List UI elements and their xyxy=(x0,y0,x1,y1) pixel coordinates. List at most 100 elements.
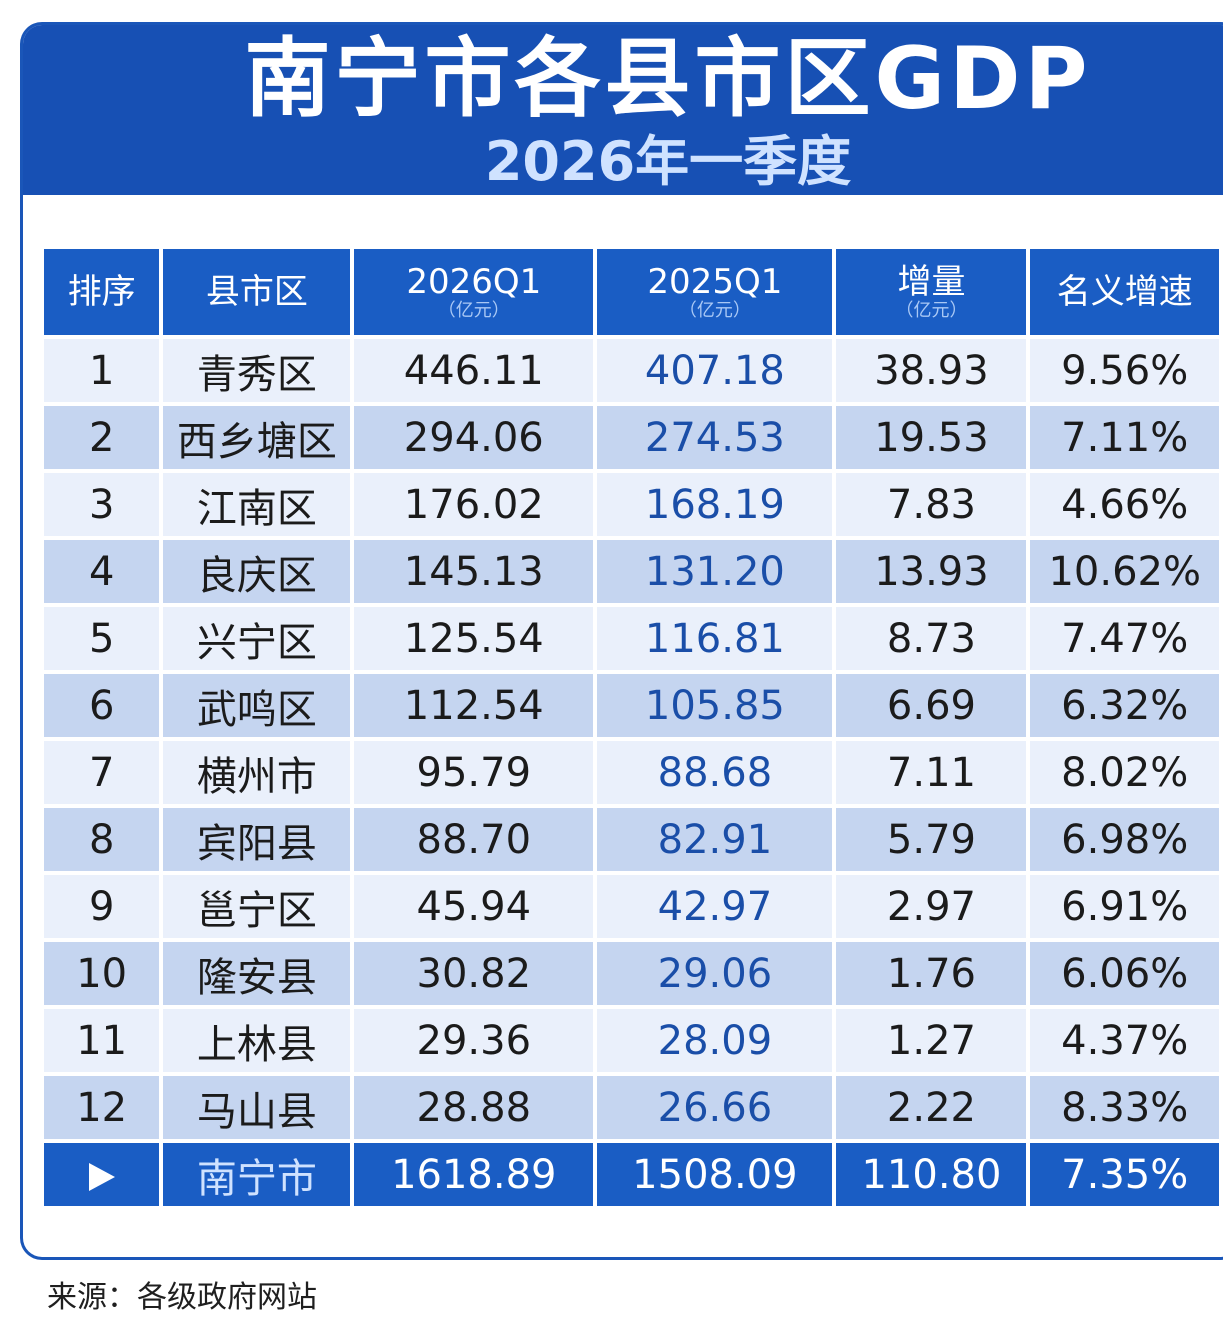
increase-cell: 1.27 xyxy=(836,1009,1027,1072)
q2026-cell: 294.06 xyxy=(354,406,594,469)
table-body: 1 青秀区 446.11 407.18 38.93 9.56% 2 西乡塘区 294.06 274… xyxy=(44,339,1219,1206)
header-2026q1: 2026Q1 （亿元） xyxy=(354,249,594,335)
district-cell: 横州市 xyxy=(163,741,351,804)
increase-cell: 38.93 xyxy=(836,339,1027,402)
district-cell: 西乡塘区 xyxy=(163,406,351,469)
district-cell: 宾阳县 xyxy=(163,808,351,871)
growth-cell: 4.37% xyxy=(1030,1009,1219,1072)
table-row: 6 武鸣区 112.54 105.85 6.69 6.32% xyxy=(44,674,1219,737)
rank-cell: 8 xyxy=(44,808,160,871)
total-q2025-cell: 1508.09 xyxy=(597,1143,833,1206)
district-cell: 上林县 xyxy=(163,1009,351,1072)
growth-cell: 6.98% xyxy=(1030,808,1219,871)
growth-cell: 6.06% xyxy=(1030,942,1219,1005)
rank-cell: 5 xyxy=(44,607,160,670)
q2026-cell: 145.13 xyxy=(354,540,594,603)
increase-cell: 19.53 xyxy=(836,406,1027,469)
growth-cell: 6.32% xyxy=(1030,674,1219,737)
total-rank-cell xyxy=(44,1143,160,1206)
header-district: 县市区 xyxy=(163,249,351,335)
table-row: 11 上林县 29.36 28.09 1.27 4.37% xyxy=(44,1009,1219,1072)
q2025-cell: 28.09 xyxy=(597,1009,833,1072)
q2026-cell: 88.70 xyxy=(354,808,594,871)
rank-cell: 11 xyxy=(44,1009,160,1072)
increase-cell: 13.93 xyxy=(836,540,1027,603)
q2026-cell: 112.54 xyxy=(354,674,594,737)
chart-title: 南宁市各县市区GDP xyxy=(244,29,1092,129)
table-header-row: 排序 县市区 2026Q1 （亿元） 2025Q1 （亿元） 增量 （亿元） xyxy=(44,249,1219,335)
title-banner xyxy=(23,25,1223,195)
increase-cell: 7.83 xyxy=(836,473,1027,536)
district-cell: 兴宁区 xyxy=(163,607,351,670)
table-row: 8 宾阳县 88.70 82.91 5.79 6.98% xyxy=(44,808,1219,871)
q2026-cell: 446.11 xyxy=(354,339,594,402)
district-cell: 武鸣区 xyxy=(163,674,351,737)
q2025-cell: 82.91 xyxy=(597,808,833,871)
total-q2026-cell: 1618.89 xyxy=(354,1143,594,1206)
q2025-cell: 407.18 xyxy=(597,339,833,402)
header-growth: 名义增速 xyxy=(1030,249,1219,335)
q2026-cell: 29.36 xyxy=(354,1009,594,1072)
rank-cell: 2 xyxy=(44,406,160,469)
increase-cell: 1.76 xyxy=(836,942,1027,1005)
q2025-cell: 131.20 xyxy=(597,540,833,603)
header-increase: 增量 （亿元） xyxy=(836,249,1027,335)
header-rank: 排序 xyxy=(44,249,160,335)
total-growth-cell: 7.35% xyxy=(1030,1143,1219,1206)
total-name-cell: 南宁市 xyxy=(163,1143,351,1206)
increase-cell: 2.22 xyxy=(836,1076,1027,1139)
rank-cell: 6 xyxy=(44,674,160,737)
header-district-label: 县市区 xyxy=(205,272,308,312)
rank-cell: 9 xyxy=(44,875,160,938)
q2025-cell: 274.53 xyxy=(597,406,833,469)
district-cell: 邕宁区 xyxy=(163,875,351,938)
rank-cell: 7 xyxy=(44,741,160,804)
header-rank-label: 排序 xyxy=(67,272,136,312)
header-2025q1-unit: （亿元） xyxy=(678,300,751,321)
source-note: 来源：各级政府网站 xyxy=(47,1280,317,1315)
table-row: 12 马山县 28.88 26.66 2.22 8.33% xyxy=(44,1076,1219,1139)
table-row: 3 江南区 176.02 168.19 7.83 4.66% xyxy=(44,473,1219,536)
rank-cell: 3 xyxy=(44,473,160,536)
growth-cell: 4.66% xyxy=(1030,473,1219,536)
header-2025q1: 2025Q1 （亿元） xyxy=(597,249,833,335)
q2025-cell: 88.68 xyxy=(597,741,833,804)
q2026-cell: 28.88 xyxy=(354,1076,594,1139)
growth-cell: 7.11% xyxy=(1030,406,1219,469)
total-increase-cell: 110.80 xyxy=(836,1143,1027,1206)
table-row: 1 青秀区 446.11 407.18 38.93 9.56% xyxy=(44,339,1219,402)
header-growth-label: 名义增速 xyxy=(1056,272,1193,312)
header-increase-label: 增量 xyxy=(897,262,966,302)
gdp-table: 排序 县市区 2026Q1 （亿元） 2025Q1 （亿元） 增量 （亿元） xyxy=(40,245,1223,1210)
q2025-cell: 168.19 xyxy=(597,473,833,536)
growth-cell: 9.56% xyxy=(1030,339,1219,402)
increase-cell: 2.97 xyxy=(836,875,1027,938)
growth-cell: 10.62% xyxy=(1030,540,1219,603)
increase-cell: 5.79 xyxy=(836,808,1027,871)
header-2026q1-unit: （亿元） xyxy=(437,300,510,321)
q2026-cell: 95.79 xyxy=(354,741,594,804)
table-row: 5 兴宁区 125.54 116.81 8.73 7.47% xyxy=(44,607,1219,670)
increase-cell: 7.11 xyxy=(836,741,1027,804)
q2026-cell: 125.54 xyxy=(354,607,594,670)
rank-cell: 4 xyxy=(44,540,160,603)
growth-cell: 7.47% xyxy=(1030,607,1219,670)
table-row: 7 横州市 95.79 88.68 7.11 8.02% xyxy=(44,741,1219,804)
increase-cell: 6.69 xyxy=(836,674,1027,737)
q2026-cell: 45.94 xyxy=(354,875,594,938)
district-cell: 良庆区 xyxy=(163,540,351,603)
growth-cell: 6.91% xyxy=(1030,875,1219,938)
table-row: 10 隆安县 30.82 29.06 1.76 6.06% xyxy=(44,942,1219,1005)
play-icon xyxy=(88,1162,115,1191)
table-row: 4 良庆区 145.13 131.20 13.93 10.62% xyxy=(44,540,1219,603)
rank-cell: 1 xyxy=(44,339,160,402)
q2025-cell: 26.66 xyxy=(597,1076,833,1139)
growth-cell: 8.02% xyxy=(1030,741,1219,804)
q2025-cell: 42.97 xyxy=(597,875,833,938)
district-cell: 隆安县 xyxy=(163,942,351,1005)
district-cell: 马山县 xyxy=(163,1076,351,1139)
q2026-cell: 176.02 xyxy=(354,473,594,536)
table-row: 9 邕宁区 45.94 42.97 2.97 6.91% xyxy=(44,875,1219,938)
total-row: 南宁市 1618.89 1508.09 110.80 7.35% xyxy=(44,1143,1219,1206)
